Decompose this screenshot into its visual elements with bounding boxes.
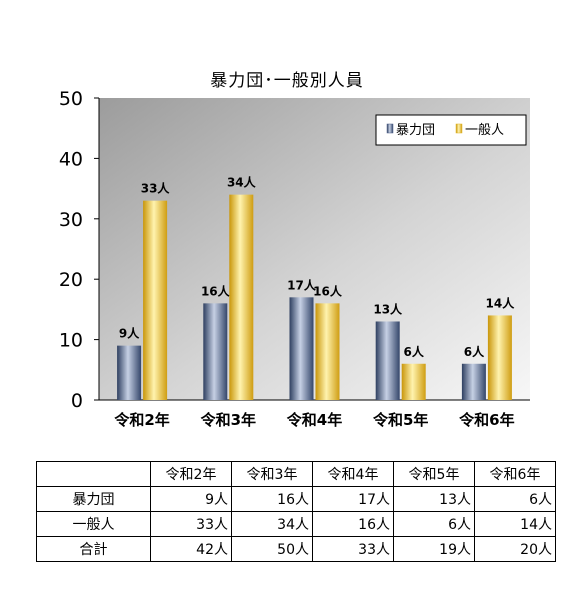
row-label: 一般人 (36, 511, 151, 537)
bar (375, 321, 400, 400)
y-tick-label: 30 (59, 209, 83, 231)
table-cell: 14人 (474, 511, 556, 537)
table-header-row: 令和2年 令和3年 令和4年 令和5年 令和6年 (36, 461, 556, 487)
legend-swatch (455, 123, 463, 134)
data-label: 17人 (287, 277, 317, 292)
table-cell: 33人 (150, 511, 232, 537)
data-label: 16人 (201, 283, 231, 298)
table-header: 令和6年 (474, 461, 556, 487)
bar (229, 194, 254, 400)
data-table: 令和2年 令和3年 令和4年 令和5年 令和6年 暴力団 9人 16人 17人 … (36, 461, 556, 562)
table-cell: 34人 (231, 511, 313, 537)
x-tick-label: 令和4年 (287, 411, 342, 429)
plot-area (99, 98, 530, 400)
data-label: 13人 (373, 301, 403, 316)
y-tick-label: 50 (59, 88, 83, 110)
data-label: 6人 (464, 344, 485, 359)
data-label: 34人 (227, 175, 257, 190)
row-label: 合計 (36, 536, 151, 562)
bar (289, 297, 314, 400)
bar (401, 363, 426, 400)
legend-label: 暴力団 (396, 123, 435, 138)
bar (487, 315, 512, 400)
bar (143, 200, 168, 400)
table-cell: 16人 (312, 511, 394, 537)
table-header: 令和5年 (393, 461, 475, 487)
table-cell: 6人 (393, 511, 475, 537)
bar (203, 303, 228, 400)
bar (461, 363, 486, 400)
table-header: 令和3年 (231, 461, 313, 487)
table-cell: 13人 (393, 486, 475, 512)
table-row: 合計 42人 50人 33人 19人 20人 (36, 536, 556, 562)
chart-title: 暴力団･一般別人員 (210, 71, 364, 91)
data-label: 33人 (141, 181, 171, 196)
legend-label: 一般人 (465, 122, 504, 138)
table-row: 暴力団 9人 16人 17人 13人 6人 (36, 486, 556, 512)
table-row: 一般人 33人 34人 16人 6人 14人 (36, 511, 556, 537)
table-header: 令和2年 (150, 461, 232, 487)
x-tick-label: 令和2年 (114, 411, 169, 429)
legend-swatch (386, 123, 394, 134)
table-cell: 16人 (231, 486, 313, 512)
table-corner (36, 461, 151, 487)
y-tick-label: 40 (59, 148, 83, 170)
table-cell: 20人 (474, 536, 556, 562)
data-label: 9人 (119, 326, 140, 341)
x-tick-label: 令和6年 (459, 411, 514, 429)
table-cell: 9人 (150, 486, 232, 512)
data-label: 6人 (404, 344, 425, 359)
data-label: 16人 (313, 283, 343, 298)
y-tick-label: 0 (71, 390, 83, 412)
x-tick-label: 令和5年 (373, 411, 428, 429)
x-tick-label: 令和3年 (201, 411, 256, 429)
table-cell: 19人 (393, 536, 475, 562)
bar (117, 345, 142, 400)
row-label: 暴力団 (36, 486, 151, 512)
table-cell: 50人 (231, 536, 313, 562)
y-tick-label: 20 (59, 269, 83, 291)
table-header: 令和4年 (312, 461, 394, 487)
legend: 暴力団 一般人 (375, 114, 527, 146)
data-label: 14人 (486, 295, 516, 310)
table-cell: 17人 (312, 486, 394, 512)
table-cell: 6人 (474, 486, 556, 512)
table-cell: 33人 (312, 536, 394, 562)
bar-chart: 0 10 20 30 40 50 令和2年 令和3年 令和4年 令和5年 令和6年 9人 33人 16… (59, 88, 530, 429)
bar (315, 303, 340, 400)
y-tick-label: 10 (59, 330, 83, 352)
table-cell: 42人 (150, 536, 232, 562)
